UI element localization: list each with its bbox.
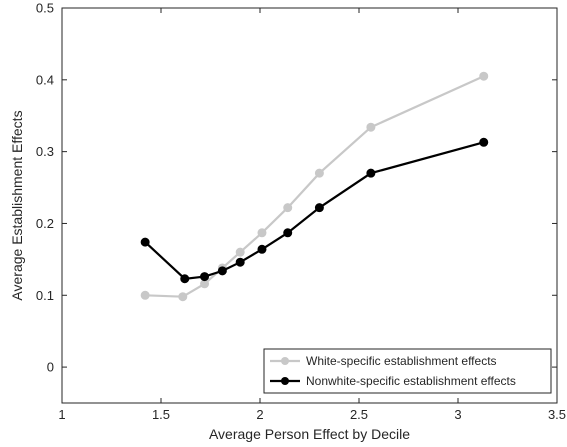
legend-label: White-specific establishment effects	[306, 354, 497, 368]
series-line-2	[144, 141, 484, 280]
legend-box	[263, 348, 552, 394]
data-point	[217, 266, 227, 276]
data-point	[180, 274, 190, 284]
y-tick-label: 0.1	[36, 288, 54, 303]
data-point	[178, 292, 188, 302]
legend-marker	[281, 357, 289, 365]
data-point	[283, 203, 293, 213]
x-tick-label: 3.5	[548, 407, 566, 422]
data-point	[140, 290, 150, 300]
y-tick-label: 0.5	[36, 1, 54, 16]
legend-label: Nonwhite-specific establishment effects	[306, 374, 516, 388]
x-tick-label: 2.5	[350, 407, 368, 422]
data-point	[235, 247, 245, 257]
data-point	[366, 168, 376, 178]
x-axis-label: Average Person Effect by Decile	[209, 426, 410, 442]
data-point	[257, 244, 267, 254]
x-tick-label: 1.5	[152, 407, 170, 422]
data-point	[200, 272, 210, 282]
data-point	[140, 237, 150, 247]
plot-area	[61, 7, 558, 404]
data-point	[479, 71, 489, 81]
data-point	[283, 228, 293, 238]
data-point	[257, 228, 267, 238]
x-tick-label: 1	[58, 407, 65, 422]
y-axis-label: Average Establishment Effects	[9, 110, 25, 300]
data-point	[479, 137, 489, 147]
data-point	[314, 168, 324, 178]
x-tick-label: 2	[256, 407, 263, 422]
y-tick-label: 0.3	[36, 144, 54, 159]
y-tick-label: 0.4	[36, 72, 54, 87]
x-tick-label: 3	[454, 407, 461, 422]
y-tick-label: 0.2	[36, 216, 54, 231]
data-point	[314, 203, 324, 213]
series-line-1	[145, 75, 485, 298]
data-point	[235, 257, 245, 267]
y-tick-label: 0	[47, 360, 54, 375]
legend-marker	[281, 377, 289, 385]
data-point	[366, 122, 376, 132]
